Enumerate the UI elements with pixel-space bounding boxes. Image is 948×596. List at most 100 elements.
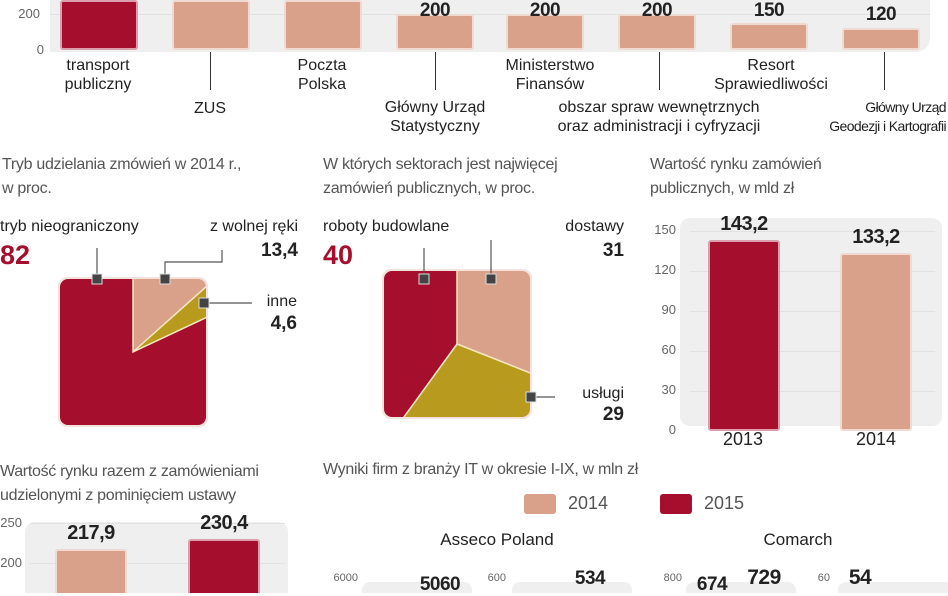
y-tick: 600 (487, 572, 506, 584)
y-tick: 120 (654, 262, 676, 277)
slice-label: z wolnej ręki (209, 218, 298, 235)
gridline (30, 523, 285, 524)
category-label: Ministerstwo Finansów (505, 57, 595, 93)
y-tick: 90 (661, 302, 676, 317)
category-label: ZUS (194, 100, 226, 117)
category-label: Główny Urząd Geodezji i Kartografii (829, 99, 946, 134)
connector-line (164, 250, 223, 279)
y-tick: 200 (18, 6, 40, 21)
pie-slice (384, 271, 458, 417)
chart-panel (512, 582, 632, 593)
y-tick: 250 (0, 515, 22, 530)
gridline (30, 563, 285, 564)
marker-icon (525, 391, 537, 403)
category-label: 2014 (855, 429, 897, 449)
connector-line (490, 240, 492, 279)
y-tick: 0 (36, 42, 44, 57)
marker-icon (159, 273, 171, 285)
value-label: 534 (574, 568, 606, 589)
y-tick: 6000 (333, 572, 358, 584)
value-label: 200 (419, 0, 451, 21)
pie-slice (132, 279, 206, 354)
pie-slice (384, 343, 530, 417)
category-label: Główny Urząd Statystyczny (384, 99, 486, 135)
slice-value: 29 (602, 404, 624, 425)
slice-label: inne (266, 293, 297, 310)
slice-value: 4,6 (270, 313, 297, 334)
chart-panel (686, 582, 796, 593)
value-label: 200 (529, 0, 561, 21)
gridline (690, 231, 935, 232)
slice-value: 31 (602, 240, 624, 261)
bar (840, 253, 912, 431)
chart-panel (838, 582, 948, 593)
value-label: 729 (747, 566, 781, 589)
bar (172, 0, 250, 50)
y-tick: 800 (663, 572, 682, 584)
pie-slice (456, 271, 530, 399)
slice-value: 82 (0, 240, 31, 270)
legend-label-2015: 2015 (704, 493, 745, 513)
category-label: obszar spraw wewnętrznych oraz administr… (557, 99, 761, 135)
gridline (690, 311, 935, 312)
bar (55, 548, 127, 593)
gridline (690, 271, 935, 272)
slice-value: 40 (323, 240, 354, 270)
marker-icon (198, 297, 210, 309)
chart-title: Tryb udzielania zmówień w 2014 r., w pro… (2, 156, 242, 197)
category-label: Poczta Polska (297, 57, 347, 93)
value-label: 217,9 (67, 521, 115, 544)
value-label: 230,4 (200, 511, 248, 534)
category-label: transport publiczny (64, 57, 132, 93)
legend-label-2014: 2014 (568, 493, 609, 513)
gridline (690, 351, 935, 352)
company-title: Comarch (763, 530, 833, 549)
bar (396, 14, 474, 50)
y-tick: 200 (0, 555, 22, 570)
value-label: 674 (696, 574, 728, 595)
bar (730, 23, 808, 50)
y-tick: 60 (661, 342, 676, 357)
slice-label: roboty budowlane (323, 218, 450, 235)
connector-line (884, 52, 885, 90)
bar (188, 538, 260, 593)
value-label: 150 (753, 0, 785, 21)
value-label: 5060 (419, 574, 461, 595)
value-label: 200 (641, 0, 673, 21)
chart-panel (362, 582, 472, 593)
y-tick: 60 (817, 572, 830, 584)
bar (842, 28, 920, 50)
pie-chart-sectors (382, 240, 555, 419)
category-label: 2013 (722, 429, 764, 449)
slice-label: tryb nieograniczony (0, 218, 139, 235)
value-label: 143,2 (720, 213, 768, 236)
bar (284, 0, 362, 50)
chart-title: Wartość rynku razem z zamówieniami udzie… (0, 463, 259, 504)
y-tick: 30 (661, 382, 676, 397)
legend-swatch-2014 (524, 494, 556, 514)
y-tick: 150 (654, 222, 676, 237)
bar (60, 0, 138, 50)
pie-chart-procurement-mode (58, 248, 252, 427)
bar (506, 14, 584, 50)
chart-title: Wyniki firm z branży IT w okresie I-IX, … (323, 461, 638, 478)
bar (618, 14, 696, 50)
category-label: Resort Sprawiedliwości (714, 57, 828, 93)
slice-label: usługi (582, 385, 624, 402)
bar (708, 240, 780, 431)
company-title: Asseco Poland (440, 530, 554, 549)
slice-value: 13,4 (261, 240, 298, 261)
gridline (50, 14, 930, 15)
chart-title: Wartość rynku zamówień publicznych, w ml… (650, 156, 822, 197)
value-label: 133,2 (852, 226, 900, 249)
marker-icon (485, 273, 497, 285)
marker-icon (418, 273, 430, 285)
slice-label: dostawy (565, 218, 624, 235)
connector-line (210, 52, 211, 90)
chart-title: W których sektorach jest najwięcej zamów… (323, 156, 558, 197)
connector-line (659, 52, 660, 90)
legend-swatch-2015 (660, 494, 692, 514)
y-tick: 0 (668, 422, 676, 437)
connector-line (435, 52, 436, 90)
value-label: 120 (865, 4, 897, 26)
